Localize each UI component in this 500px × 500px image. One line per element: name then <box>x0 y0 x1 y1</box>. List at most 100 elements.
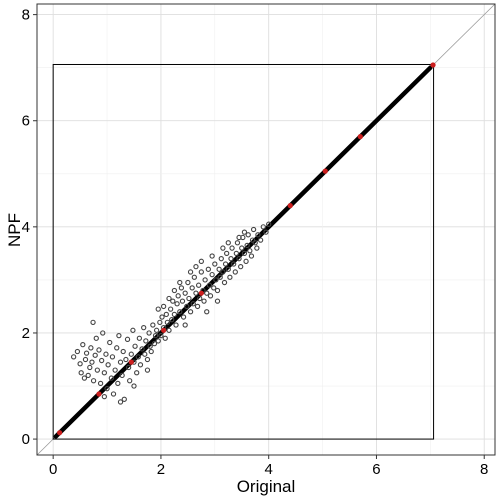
y-tick-label: 6 <box>22 113 30 130</box>
scatter-point <box>153 327 160 333</box>
scatter-point <box>186 295 192 302</box>
scatter-point <box>159 314 165 320</box>
scatter-point <box>101 370 108 376</box>
scatter-point <box>250 226 257 233</box>
scatter-point <box>241 229 248 235</box>
scatter-point <box>166 295 172 302</box>
scatter-point <box>218 256 224 262</box>
scatter-point <box>81 375 88 381</box>
scatter-point <box>171 311 178 318</box>
scatter-point <box>89 359 95 365</box>
scatter-point <box>197 295 203 302</box>
scatter-point <box>217 274 223 280</box>
scatter-point <box>182 290 188 296</box>
scatter-point <box>139 346 145 352</box>
scatter-point <box>163 311 169 318</box>
scatter-point <box>142 351 148 357</box>
scatter-point <box>137 362 144 368</box>
scatter-point <box>243 258 249 264</box>
scatter-point <box>194 303 201 310</box>
scatter-point <box>157 319 163 326</box>
scatter-point <box>173 322 179 328</box>
scatter-point <box>204 290 210 296</box>
scatter-point <box>204 309 210 315</box>
scatter-point <box>117 359 124 365</box>
scatter-point <box>212 261 218 267</box>
scatter-point <box>248 253 255 259</box>
scatter-point <box>190 301 196 307</box>
scatter-point <box>109 354 116 360</box>
scatter-point <box>99 357 105 364</box>
scatter-point <box>225 240 231 246</box>
scatter-point <box>107 339 113 346</box>
scatter-point <box>127 378 133 384</box>
scatter-point <box>231 261 237 267</box>
scatter-point <box>104 386 110 392</box>
scatter-point <box>169 317 175 323</box>
points-layer <box>57 62 436 436</box>
range-box <box>52 63 435 440</box>
scatter-point <box>83 350 90 356</box>
scatter-point <box>177 279 183 286</box>
scatter-point <box>101 393 108 400</box>
highlight-point <box>57 430 63 436</box>
scatter-point <box>70 354 77 360</box>
scatter-point <box>222 261 229 267</box>
scatter-point <box>198 269 204 275</box>
y-tick-label: 0 <box>22 431 30 448</box>
scatter-point <box>119 372 125 379</box>
scatter-point <box>115 380 121 387</box>
scatter-point <box>92 352 98 358</box>
scatter-point <box>150 322 156 328</box>
scatter-point <box>112 367 118 373</box>
scatter-point <box>241 250 248 257</box>
scatter-point <box>88 345 94 351</box>
scatter-point <box>90 378 97 384</box>
x-tick-label: 8 <box>480 461 488 478</box>
scatter-point <box>164 319 171 326</box>
scatter-point <box>254 245 260 251</box>
scatter-point <box>236 256 242 262</box>
scatter-point <box>179 298 186 304</box>
scatter-point <box>96 347 102 353</box>
scatter-point <box>213 277 219 283</box>
scatter-point <box>229 245 235 251</box>
scatter-point <box>260 224 266 230</box>
scatter-point <box>220 269 226 275</box>
scatter-point <box>135 354 141 360</box>
scatter-point <box>87 364 93 371</box>
scatter-point <box>193 290 199 296</box>
scatter-point <box>266 221 272 227</box>
scatter-point <box>151 340 158 347</box>
scatter-point <box>252 240 258 246</box>
scatter-point <box>166 327 172 333</box>
scatter-point <box>170 298 176 304</box>
scatter-point <box>78 370 84 376</box>
scatter-point <box>162 335 168 341</box>
scatter-point <box>110 391 117 397</box>
scatter-point <box>82 356 89 363</box>
scatter-point <box>144 356 151 363</box>
scatter-point <box>148 348 154 355</box>
scatter-point <box>257 237 264 243</box>
scatter-point <box>171 287 178 294</box>
highlight-point <box>322 168 328 174</box>
scatter-point <box>146 330 152 336</box>
scatter-point <box>178 285 185 291</box>
scatter-point <box>80 341 86 348</box>
scatter-point <box>209 253 215 259</box>
scatter-point <box>134 370 140 376</box>
scatter-point <box>93 335 99 341</box>
scatter-point <box>227 274 233 280</box>
highlight-point <box>357 134 363 140</box>
scatter-point <box>143 338 149 344</box>
scatter-point <box>187 309 194 315</box>
scatter-point <box>105 362 111 368</box>
scatter-point <box>220 245 226 251</box>
highlight-point <box>161 327 167 333</box>
scatter-point <box>216 266 222 272</box>
scatter-point <box>147 343 153 349</box>
scatter-point <box>214 298 221 304</box>
scatter-point <box>221 279 228 286</box>
scatter-point <box>245 232 251 238</box>
